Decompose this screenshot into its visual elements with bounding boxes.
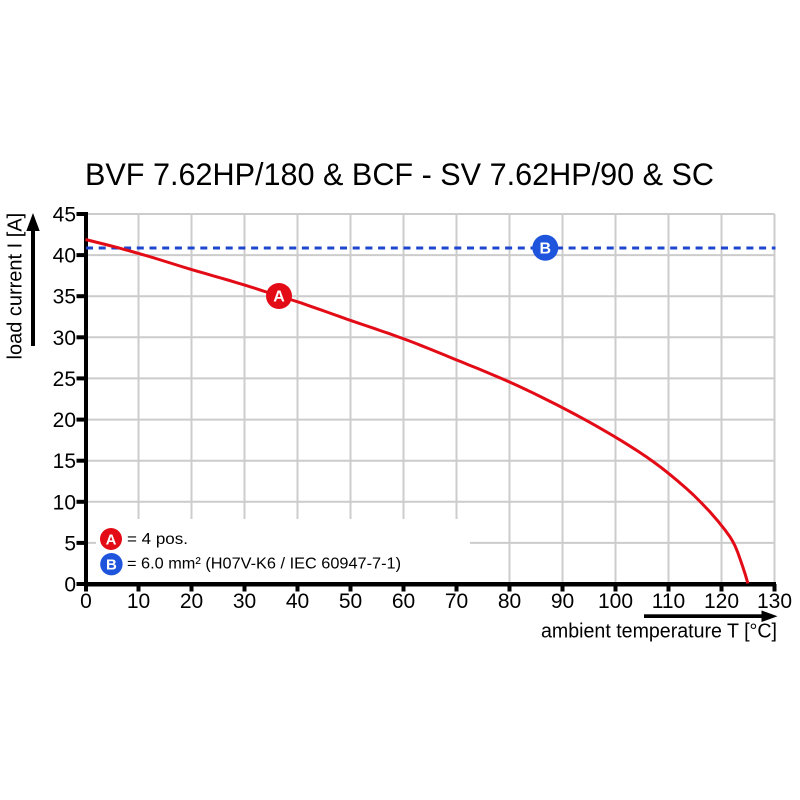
svg-text:10: 10 — [127, 590, 150, 613]
svg-text:= 6.0 mm² (H07V-K6 / IEC 60947: = 6.0 mm² (H07V-K6 / IEC 60947-7-1) — [127, 556, 401, 573]
svg-text:50: 50 — [339, 590, 362, 613]
svg-text:0: 0 — [64, 574, 76, 597]
svg-text:15: 15 — [53, 450, 76, 473]
svg-text:BVF 7.62HP/180 & BCF - SV 7.62: BVF 7.62HP/180 & BCF - SV 7.62HP/90 & SC — [85, 156, 714, 192]
svg-text:load current I [A]: load current I [A] — [5, 213, 27, 360]
svg-text:100: 100 — [598, 590, 633, 613]
svg-text:B: B — [106, 557, 117, 574]
svg-text:10: 10 — [53, 491, 76, 514]
svg-text:40: 40 — [53, 245, 76, 268]
svg-text:20: 20 — [180, 590, 203, 613]
svg-text:A: A — [273, 289, 285, 306]
svg-text:B: B — [540, 240, 552, 257]
svg-text:0: 0 — [80, 590, 92, 613]
svg-text:30: 30 — [53, 327, 76, 350]
svg-text:130: 130 — [757, 590, 792, 613]
svg-text:45: 45 — [53, 204, 76, 227]
svg-text:90: 90 — [551, 590, 574, 613]
svg-text:A: A — [106, 531, 117, 548]
svg-text:60: 60 — [392, 590, 415, 613]
svg-text:= 4 pos.: = 4 pos. — [127, 531, 188, 548]
svg-text:30: 30 — [233, 590, 256, 613]
svg-text:40: 40 — [286, 590, 309, 613]
svg-text:120: 120 — [704, 590, 739, 613]
svg-text:80: 80 — [498, 590, 521, 613]
svg-text:5: 5 — [64, 532, 76, 555]
svg-text:110: 110 — [652, 590, 685, 613]
svg-text:25: 25 — [53, 368, 76, 391]
svg-text:20: 20 — [53, 409, 76, 432]
svg-text:70: 70 — [445, 590, 468, 613]
svg-text:ambient temperature T [°C]: ambient temperature T [°C] — [541, 621, 777, 643]
svg-text:35: 35 — [53, 286, 76, 309]
